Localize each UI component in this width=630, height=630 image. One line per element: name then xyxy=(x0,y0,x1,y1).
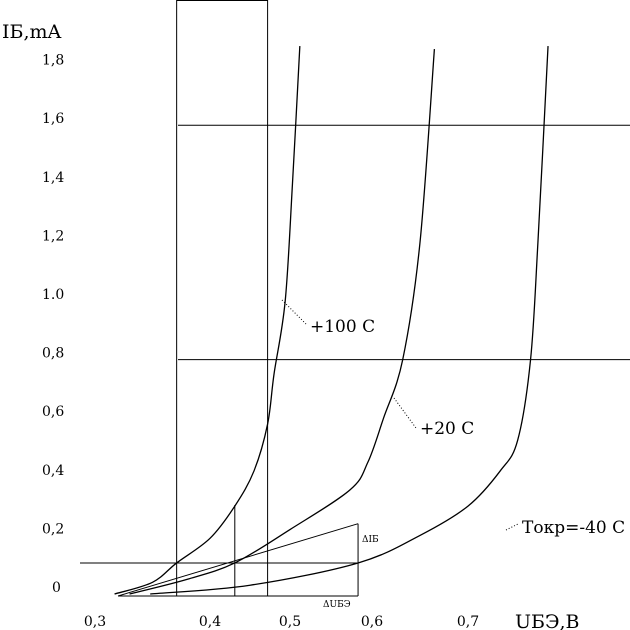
label-pointer xyxy=(393,397,417,429)
y-tick-label: 1,6 xyxy=(42,111,64,127)
tangent-line xyxy=(117,523,359,597)
y-axis-label: IБ,mA xyxy=(2,21,62,43)
series-curve-1 xyxy=(129,48,436,595)
series-label-100c: +100 C xyxy=(310,317,375,337)
delta-u-label: ΔUБЭ xyxy=(323,600,351,610)
y-tick-label: 1,2 xyxy=(42,228,64,244)
y-tick-label: 1,4 xyxy=(42,170,64,186)
x-axis-label: UБЭ,В xyxy=(515,611,580,630)
series-label-minus40c: Tокр=-40 C xyxy=(522,518,625,538)
y-tick-label: 1.0 xyxy=(42,287,64,303)
series-curve-0 xyxy=(114,46,301,595)
y-tick-label: 0,8 xyxy=(42,346,64,362)
y-tick-label: 1,8 xyxy=(42,53,64,69)
y-tick-label: 0 xyxy=(52,580,61,596)
label-pointer xyxy=(281,299,307,325)
x-tick-label: 0,4 xyxy=(199,614,221,630)
x-tick-label: 0,3 xyxy=(84,614,106,630)
series-curve-2 xyxy=(150,46,549,595)
x-tick-label: 0,7 xyxy=(457,614,479,630)
y-tick-label: 0,2 xyxy=(42,521,64,537)
label-pointer xyxy=(505,523,519,531)
x-tick-label: 0,6 xyxy=(361,614,383,630)
series-label-20c: +20 C xyxy=(420,419,474,439)
y-tick-label: 0,6 xyxy=(42,404,64,420)
x-tick-label: 0,5 xyxy=(279,614,301,630)
y-tick-label: 0,4 xyxy=(42,463,64,479)
delta-i-label: ΔIБ xyxy=(362,535,379,545)
